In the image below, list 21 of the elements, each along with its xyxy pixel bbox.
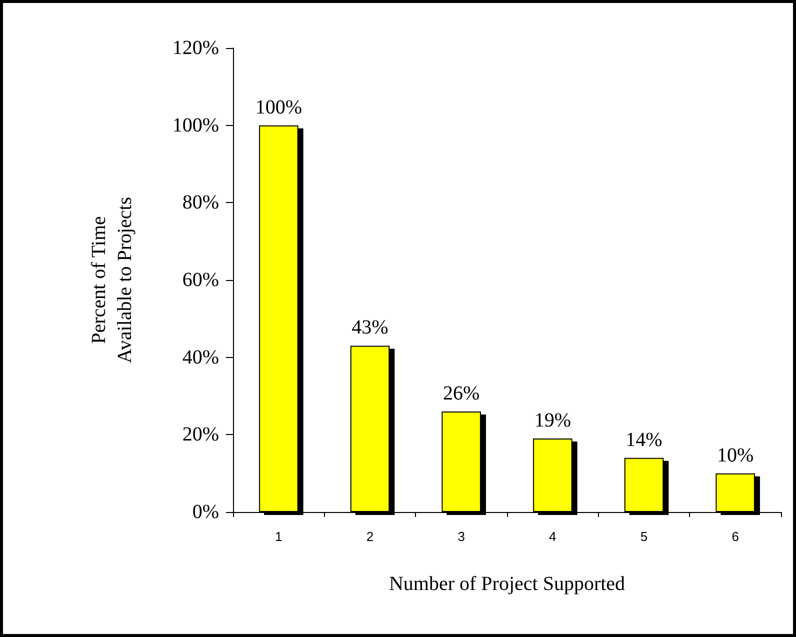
y-tick-label: 120% bbox=[172, 37, 219, 59]
data-label: 10% bbox=[716, 444, 754, 466]
data-label: 26% bbox=[442, 382, 480, 404]
x-tick-label: 6 bbox=[732, 529, 739, 544]
y-tick-label: 0% bbox=[192, 501, 219, 523]
x-tick-label: 2 bbox=[366, 529, 374, 544]
y-tick-label: 20% bbox=[182, 424, 219, 446]
data-label: 43% bbox=[352, 316, 388, 339]
x-tick-label: 3 bbox=[458, 529, 465, 544]
y-tick-label: 80% bbox=[182, 192, 219, 214]
y-tick-label: 100% bbox=[172, 114, 219, 136]
data-label: 100% bbox=[255, 96, 302, 118]
y-tick-label: 60% bbox=[182, 269, 219, 291]
data-label: 19% bbox=[534, 410, 572, 432]
x-tick-label: 5 bbox=[640, 529, 648, 544]
x-tick-label: 4 bbox=[549, 529, 556, 544]
y-tick-label: 40% bbox=[182, 346, 219, 368]
y-axis-title: Percent of Time Available to Projects bbox=[88, 196, 136, 364]
x-tick-label: 1 bbox=[275, 529, 282, 544]
x-axis-title: Number of Project Supported bbox=[388, 573, 626, 595]
data-label: 14% bbox=[626, 428, 662, 451]
